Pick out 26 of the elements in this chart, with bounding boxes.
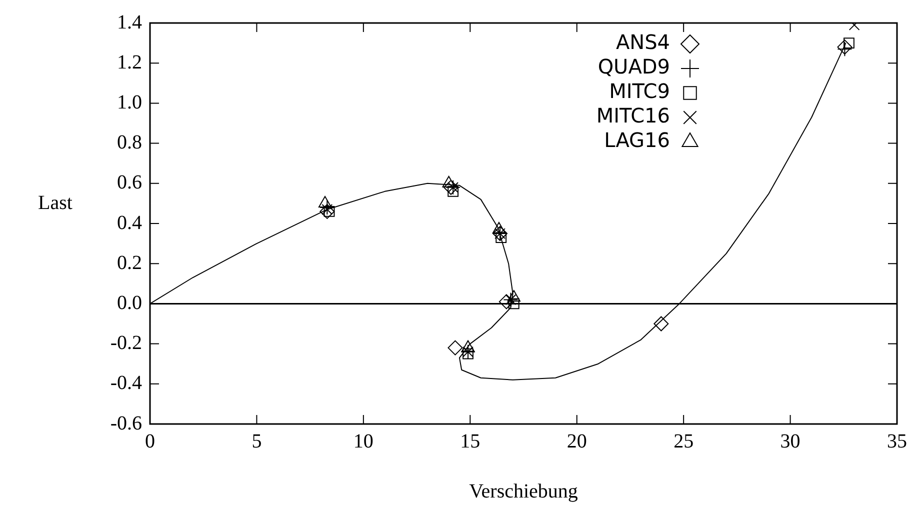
x-tick-label: 35 [887, 430, 907, 452]
y-tick-label: 0.2 [117, 252, 142, 274]
legend-label: MITC16 [596, 104, 670, 128]
x-tick-label: 0 [145, 430, 155, 452]
legend-label: QUAD9 [598, 54, 670, 79]
x-tick-label: 5 [252, 430, 262, 452]
y-tick-label: 0.0 [117, 292, 142, 314]
y-tick-label: 0.8 [117, 132, 142, 154]
x-tick-label: 20 [566, 430, 587, 452]
y-tick-label: 1.0 [117, 91, 142, 114]
x-tick-label: 10 [353, 430, 374, 452]
y-tick-label: 1.2 [117, 51, 142, 74]
y-tick-label: 0.4 [117, 212, 142, 234]
legend-label: MITC9 [609, 79, 670, 104]
y-tick-label: -0.6 [110, 412, 142, 434]
legend-label: LAG16 [604, 128, 670, 152]
x-tick-label: 15 [460, 430, 480, 452]
y-tick-label: 0.6 [117, 172, 142, 194]
y-tick-label: 1.4 [117, 11, 142, 34]
x-tick-label: 25 [674, 430, 694, 452]
legend-label: ANS4 [616, 30, 670, 54]
y-axis-title: Last [38, 192, 73, 214]
y-tick-label: -0.2 [110, 332, 142, 354]
x-tick-label: 30 [780, 430, 800, 452]
y-tick-label: -0.4 [110, 372, 142, 394]
x-axis-title: Verschiebung [469, 480, 578, 502]
